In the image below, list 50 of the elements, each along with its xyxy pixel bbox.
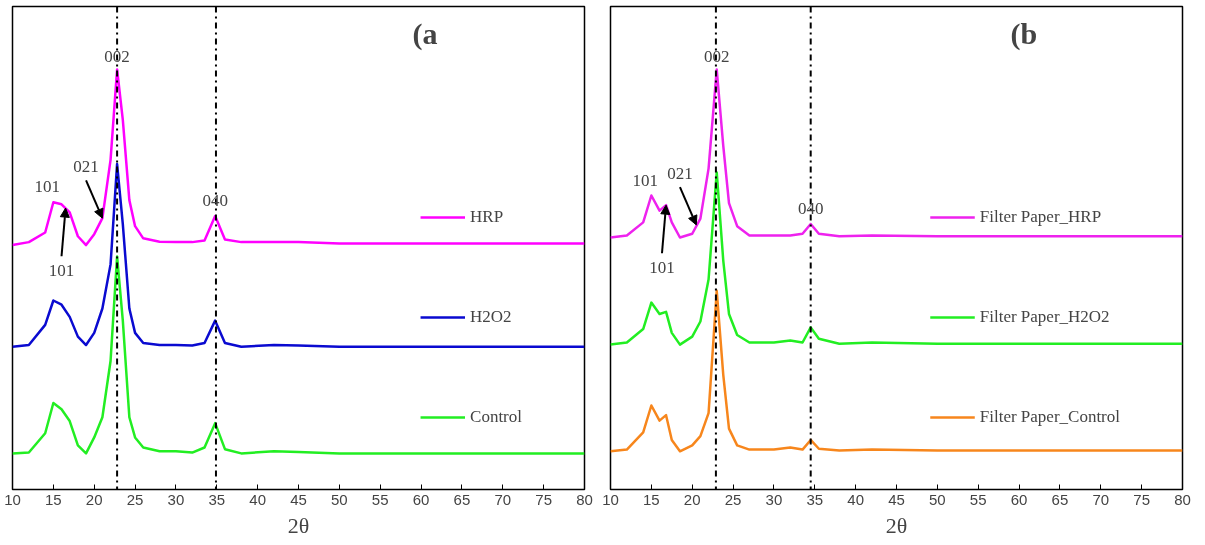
x-tick-label: 20 bbox=[85, 490, 103, 508]
text: (b bbox=[1010, 16, 1038, 51]
x-tick-label: 75 bbox=[1133, 490, 1150, 508]
x-tick-label: 20 bbox=[683, 490, 701, 508]
x-tick-label: 35 bbox=[208, 490, 226, 508]
legend-label: H2O2 bbox=[470, 307, 512, 327]
legend-label: Control bbox=[470, 407, 522, 427]
annotation: 101 bbox=[34, 177, 61, 197]
x-tick-label: 25 bbox=[126, 490, 144, 508]
x-tick-label: 55 bbox=[371, 490, 389, 508]
x-tick-label: 50 bbox=[929, 490, 946, 508]
x-tick-label: 70 bbox=[1092, 490, 1110, 508]
x-axis-title: 2θ bbox=[885, 512, 908, 538]
x-tick-label: 35 bbox=[806, 490, 824, 508]
x-tick-label: 10 bbox=[4, 490, 21, 508]
x-tick-label: 15 bbox=[45, 490, 62, 508]
text: (a bbox=[412, 16, 438, 51]
x-tick-label: 65 bbox=[1051, 490, 1069, 508]
x-tick-label: 30 bbox=[765, 490, 783, 508]
x-tick-label: 60 bbox=[1010, 490, 1028, 508]
x-tick-label: 55 bbox=[969, 490, 987, 508]
x-tick-label: 10 bbox=[602, 490, 619, 508]
x-tick-label: 80 bbox=[576, 490, 593, 508]
x-tick-label: 40 bbox=[847, 490, 864, 508]
x-tick-label: 25 bbox=[724, 490, 742, 508]
x-tick-label: 40 bbox=[249, 490, 266, 508]
x-tick-label: 60 bbox=[412, 490, 430, 508]
legend-label: Filter Paper_H2O2 bbox=[979, 307, 1110, 327]
x-tick-label: 75 bbox=[535, 490, 552, 508]
annotation: 002 bbox=[703, 46, 730, 66]
annotation: 101 bbox=[649, 257, 675, 277]
legend-label: HRP bbox=[470, 207, 504, 227]
x-tick-label: 65 bbox=[453, 490, 471, 508]
annotation: 021 bbox=[73, 156, 99, 176]
x-tick-label: 80 bbox=[1174, 490, 1191, 508]
annotation: 002 bbox=[104, 46, 130, 66]
annotation: 040 bbox=[202, 191, 228, 211]
legend-label: Filter Paper_Control bbox=[979, 407, 1120, 427]
x-tick-label: 45 bbox=[290, 490, 307, 508]
legend-label: Filter Paper_HRP bbox=[979, 207, 1102, 227]
annotation: 101 bbox=[632, 170, 659, 190]
x-tick-label: 70 bbox=[494, 490, 512, 508]
annotation: 021 bbox=[667, 163, 693, 183]
x-tick-label: 30 bbox=[167, 490, 185, 508]
annotation: 101 bbox=[48, 260, 75, 280]
x-axis-title: 2θ bbox=[287, 512, 310, 538]
x-tick-label: 45 bbox=[888, 490, 905, 508]
x-tick-label: 15 bbox=[643, 490, 660, 508]
annotation: 040 bbox=[797, 199, 824, 219]
x-tick-label: 50 bbox=[331, 490, 348, 508]
